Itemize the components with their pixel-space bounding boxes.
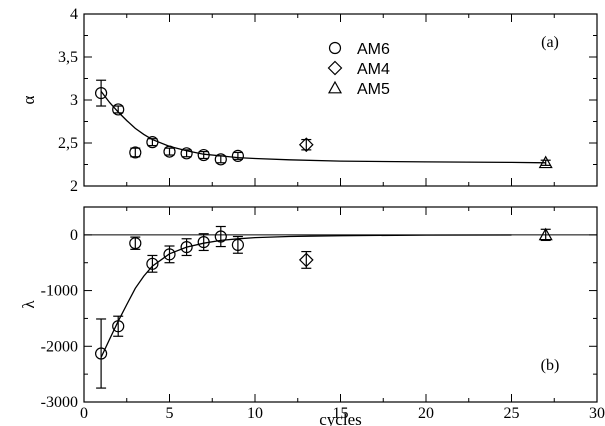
y-tick-label: 2 <box>70 178 78 195</box>
legend-label: AM6 <box>357 41 390 58</box>
data-point-am6 <box>146 136 159 149</box>
x-tick-label: 25 <box>504 405 520 422</box>
data-point-am6 <box>129 237 142 250</box>
x-tick-label: 0 <box>80 405 88 422</box>
x-tick-label: 10 <box>247 405 263 422</box>
data-point-am6 <box>180 147 193 160</box>
x-tick-label: 30 <box>589 405 605 422</box>
data-point-am6 <box>197 148 210 162</box>
y-tick-label: 3,5 <box>58 49 78 66</box>
x-axis-label: cycles <box>319 410 361 426</box>
data-point-am5 <box>538 155 553 169</box>
data-point-am6 <box>231 149 244 162</box>
data-point-am6 <box>214 230 227 243</box>
panel-tag: (a) <box>541 34 559 51</box>
y-axis-label: λ <box>19 300 38 309</box>
y-tick-label: 0 <box>70 227 78 244</box>
legend: AM6 AM4 AM5 <box>327 41 390 98</box>
data-point-am6 <box>146 257 159 270</box>
data-point-am6 <box>112 103 125 116</box>
y-tick-label: 4 <box>70 6 78 23</box>
data-point-am6 <box>231 238 244 251</box>
legend-marker-am6 <box>328 41 342 55</box>
y-tick-label: -2000 <box>41 338 78 355</box>
data-point-am6 <box>112 320 125 333</box>
y-tick-label: -1000 <box>41 283 78 300</box>
x-tick-label: 15 <box>333 405 349 422</box>
data-point-am6 <box>94 347 108 360</box>
y-axis-label: α <box>19 95 38 104</box>
data-point-am6 <box>94 87 108 100</box>
legend-label: AM4 <box>357 61 390 78</box>
data-point-am4 <box>298 137 314 153</box>
x-tick-label: 20 <box>418 405 434 422</box>
data-point-am6 <box>180 241 193 254</box>
legend-marker-am4 <box>327 60 343 76</box>
data-point-am5 <box>538 227 553 241</box>
legend-marker-am5 <box>327 80 343 94</box>
data-point-am6 <box>163 145 176 158</box>
y-tick-label: 3 <box>70 92 78 109</box>
data-point-am6 <box>197 236 210 249</box>
panel-a: 2 2,5 3 3,5 4 α (a) <box>19 6 598 195</box>
y-tick-label: 2,5 <box>58 135 78 152</box>
panel-tag: (b) <box>541 357 560 374</box>
data-point-am6 <box>214 153 227 166</box>
data-point-am6 <box>129 146 142 159</box>
plot-frame <box>83 13 598 187</box>
data-point-am6 <box>163 248 176 261</box>
x-tick-label: 5 <box>166 405 174 422</box>
legend-label: AM5 <box>357 81 390 98</box>
panel-b: 0 5 10 15 20 25 30 -3000 -2000 -1000 0 λ cycles (b) <box>19 206 605 426</box>
y-tick-label: -3000 <box>41 394 78 411</box>
fit-curve <box>100 91 546 164</box>
data-point-am4 <box>298 252 314 268</box>
